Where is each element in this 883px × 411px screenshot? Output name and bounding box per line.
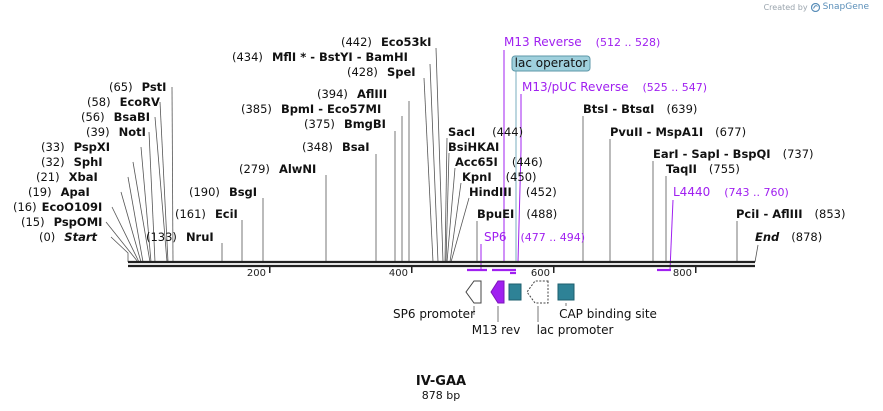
site-pvuii-mspa1i[interactable]: PvuII - MspA1I (677): [610, 125, 746, 139]
lac-operator-glyph[interactable]: [508, 283, 522, 301]
leader-m13puc-reverse: [517, 94, 522, 263]
leader-psti: [171, 86, 174, 263]
site-pcii-afliii[interactable]: PciI - AflIII (853): [736, 207, 845, 221]
primer-bars: [467, 268, 671, 275]
site-pspxi[interactable]: (33) PspXI: [41, 140, 110, 154]
site-bpmi-eco57mi[interactable]: (385) BpmI - Eco57MI: [241, 102, 381, 116]
lac-promoter-icon[interactable]: [526, 280, 549, 304]
lac-operator-box: [511, 55, 591, 72]
primer-sp6[interactable]: SP6 (477 .. 494): [484, 230, 585, 244]
created-by-text: Created by: [763, 2, 808, 12]
feature-label-sp6-promoter[interactable]: SP6 promoter: [393, 307, 475, 321]
site-bsabi[interactable]: (56) BsaBI: [81, 110, 150, 124]
sp6-promoter-icon[interactable]: [465, 280, 482, 304]
leader-bsabi: [154, 116, 168, 263]
leader-saci: [444, 137, 448, 263]
sequence-title: IV-GAA: [416, 374, 466, 389]
leader-spei: [423, 77, 434, 263]
feature-leader-lines: [473, 303, 567, 322]
ruler-label-800: 800: [673, 268, 692, 279]
leader-kpni: [449, 182, 462, 263]
leader-pspxi: [140, 146, 152, 263]
leader-sphi: [132, 161, 151, 263]
leader-bamhi: [429, 63, 439, 263]
lac-operator-label: lac operator: [515, 56, 588, 70]
site-labels-right: SacI (444) BsiHKAI Acc65I (446) KpnI (450) …: [448, 102, 845, 244]
primer-labels: M13 Reverse (512 .. 528) M13/pUC Reverse(…: [484, 35, 789, 244]
site-start[interactable]: (0) Start: [39, 230, 98, 244]
site-eco53ki[interactable]: (442) Eco53kI: [341, 35, 431, 49]
site-bsgi[interactable]: (190) BsgI: [189, 185, 257, 199]
primer-m13-reverse[interactable]: M13 Reverse (512 .. 528): [504, 35, 660, 49]
site-hindiii[interactable]: HindIII (452): [469, 185, 557, 199]
tick-400: [411, 266, 413, 273]
site-alwni[interactable]: (279) AlwNI: [239, 162, 316, 176]
leader-hindiii: [450, 197, 470, 263]
site-leader-lines: [105, 47, 759, 263]
feature-labels: SP6 promoter M13 rev lac promoter CAP bi…: [393, 307, 657, 337]
leader-end: [754, 244, 759, 263]
snapgene-logo-icon: [810, 2, 820, 12]
site-eari-sapi-bspqi[interactable]: EarI - SapI - BspQI (737): [653, 147, 814, 161]
feature-label-lac-promoter[interactable]: lac promoter: [537, 323, 614, 337]
feature-glyphs: [465, 280, 575, 304]
site-taqii[interactable]: TaqII (755): [666, 162, 740, 176]
site-acc65i[interactable]: Acc65I (446): [455, 155, 543, 169]
site-bsai[interactable]: (348) BsaI: [302, 140, 370, 154]
feature-label-m13-rev[interactable]: M13 rev: [472, 323, 521, 337]
site-end[interactable]: End (878): [755, 230, 822, 244]
ruler-label-200: 200: [247, 268, 266, 279]
site-spei[interactable]: (428) SpeI: [347, 65, 416, 79]
site-bmgbi[interactable]: (375) BmgBI: [304, 117, 386, 131]
cap-binding-site-glyph[interactable]: [557, 283, 575, 301]
ruler: 200 400 600 800: [247, 266, 697, 279]
ruler-label-400: 400: [389, 268, 408, 279]
lac-operator-feature[interactable]: lac operator: [511, 55, 591, 72]
site-noti[interactable]: (39) NotI: [86, 125, 146, 139]
site-ecoo109i[interactable]: (16) EcoO109I: [13, 200, 102, 214]
tick-200: [269, 266, 271, 273]
feature-label-cap-binding-site[interactable]: CAP binding site: [559, 307, 657, 321]
site-mfli-bstyi-bamhi[interactable]: (434) MflI * - BstYI - BamHI: [232, 50, 408, 64]
m13-rev-arrow-icon[interactable]: [490, 280, 505, 304]
site-ecii[interactable]: (161) EciI: [175, 207, 238, 221]
site-xbai[interactable]: (21) XbaI: [36, 170, 98, 184]
leader-bsihkai: [445, 152, 450, 263]
leader-ecoo109i: [111, 206, 140, 263]
leader-noti: [148, 131, 156, 263]
primer-leader-lines: [480, 50, 674, 271]
site-sphi[interactable]: (32) SphI: [41, 155, 103, 169]
snapgene-product-name: SnapGene: [822, 2, 869, 12]
leader-start: [110, 236, 129, 262]
leader-apai: [120, 191, 142, 263]
site-afliii[interactable]: (394) AflIII: [317, 87, 387, 101]
site-saci[interactable]: SacI (444): [448, 125, 523, 139]
ruler-label-600: 600: [531, 268, 550, 279]
leader-pspomi: [105, 221, 139, 263]
site-ecorv[interactable]: (58) EcoRV: [87, 95, 160, 109]
snapgene-branding: Created by SnapGene: [764, 2, 869, 12]
leader-xbai: [127, 176, 144, 263]
site-psti[interactable]: (65) PstI: [109, 80, 166, 94]
leader-acc65i: [446, 167, 456, 263]
leader-l4440: [669, 199, 674, 271]
site-labels-left: (0) Start (15) PspOMI (16) EcoO109I (19) Apa…: [13, 35, 431, 244]
primer-l4440[interactable]: L4440 (743 .. 760): [673, 185, 789, 199]
site-kpni[interactable]: KpnI (450): [462, 170, 537, 184]
primer-m13puc-reverse[interactable]: M13/pUC Reverse (525 .. 547): [522, 80, 707, 94]
site-nrui[interactable]: (133) NruI: [146, 230, 214, 244]
site-btsi-btsai[interactable]: BtsI - BtsαI (639): [583, 102, 697, 116]
tick-800: [695, 266, 697, 273]
tick-600: [553, 266, 555, 273]
site-pspomi[interactable]: (15) PspOMI: [21, 215, 102, 229]
leader-eco53ki: [435, 47, 444, 263]
sequence-length: 878 bp: [422, 389, 460, 402]
site-bpuei[interactable]: BpuEI (488): [477, 207, 557, 221]
site-bsihkai[interactable]: BsiHKAI: [448, 140, 499, 154]
site-apai[interactable]: (19) ApaI: [28, 185, 90, 199]
leader-ecorv: [159, 101, 169, 263]
